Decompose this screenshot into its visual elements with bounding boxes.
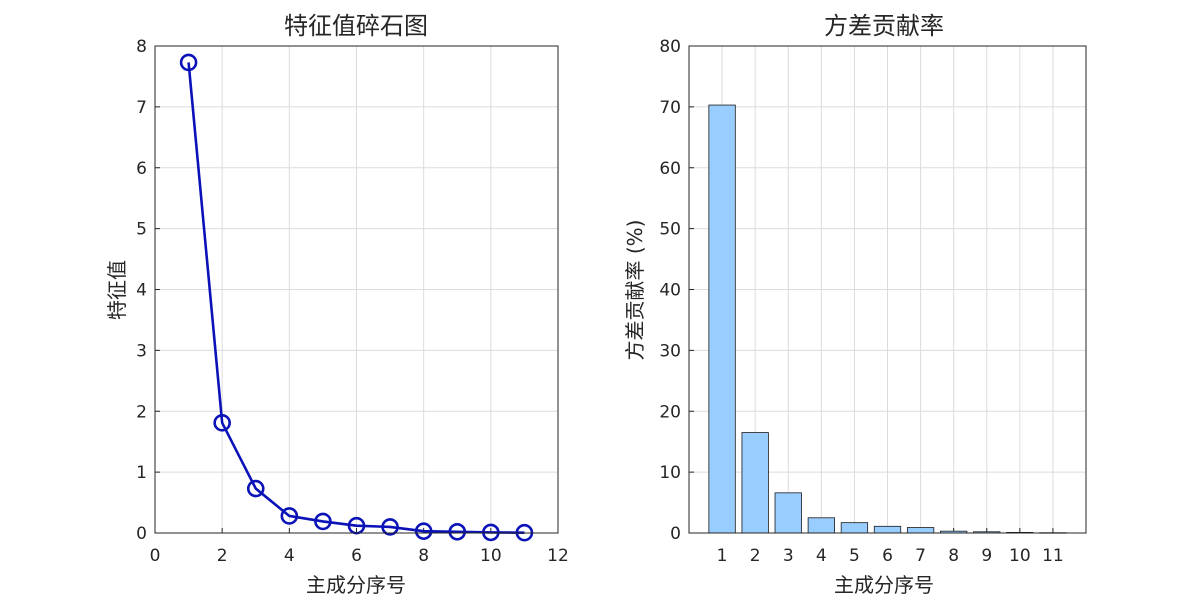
eigenvalue-point [246,479,265,498]
scree-plot-y-tick-label: 3 [136,341,147,361]
scree-plot-x-tick-label: 8 [418,546,429,566]
variance-bar [906,527,935,534]
variance-bar [741,432,769,534]
scree-plot-y-axis-label: 特征值 [105,260,129,320]
variance-bar-y-tick-label: 0 [670,524,681,544]
variance-bar-y-tick-label: 30 [659,341,681,361]
scree-plot-x-tick-label: 12 [547,546,569,566]
scree-plot-x-tick-label: 6 [351,546,362,566]
scree-plot-y-tick-label: 8 [136,37,147,57]
scree-plot-x-tick-label: 2 [217,546,228,566]
variance-bar-x-tick-label: 10 [1009,546,1031,566]
scree-plot-y-tick-label: 1 [136,463,147,483]
scree-plot-y-tick-label: 2 [136,402,147,422]
variance-bar-y-axis-label: 方差贡献率 (%) [623,220,647,361]
variance-bar-y-tick-label: 70 [659,98,681,118]
variance-bar-x-tick-label: 11 [1042,546,1064,566]
variance-bar [807,517,835,534]
scree-plot-x-tick-label: 4 [284,546,295,566]
eigenvalue-point [179,53,198,72]
eigenvalue-point [448,522,467,541]
eigenvalue-point [381,518,399,536]
eigenvalue-point [280,507,299,525]
eigenvalue-point [482,523,500,542]
variance-bar-frame [688,45,1087,534]
eigenvalue-point [213,414,231,432]
variance-bar-title: 方差贡献率 [824,12,944,40]
variance-bar-x-tick-label: 2 [750,546,761,566]
variance-bar-marks [708,104,1067,534]
variance-bar-y-tick-label: 10 [659,463,681,483]
eigenvalue-series-line [187,62,525,534]
scree-plot-y-tick-label: 6 [136,159,147,179]
variance-bar-x-tick-label: 9 [981,546,992,566]
scree-plot-x-tick-label: 0 [150,546,161,566]
variance-bar [708,104,736,534]
variance-bar-x-axis-label: 主成分序号 [834,573,934,597]
eigenvalue-point [414,522,433,540]
variance-bar-axes: 方差贡献率 主成分序号 方差贡献率 (%) 1 2 3 4 5 6 7 8 9 10 11 0 10 20… [623,12,1087,597]
variance-bar-x-tick-label: 4 [816,546,827,566]
variance-bar [774,492,802,534]
scree-plot-y-tick-label: 4 [136,281,147,301]
variance-bar-x-tick-label: 7 [915,546,926,566]
eigenvalue-point [314,512,332,531]
scree-plot-title: 特征值碎石图 [284,12,428,40]
scree-plot-grid [155,46,558,533]
scree-plot-y-tick-label: 5 [136,220,147,240]
scree-plot-marks [179,53,534,542]
variance-bar-x-tick-label: 6 [882,546,893,566]
variance-bar [873,525,902,534]
scree-plot-x-axis-label: 主成分序号 [306,573,406,597]
variance-bar-x-tick-label: 8 [948,546,959,566]
variance-bar-y-tick-label: 80 [659,37,681,57]
scree-plot-frame [154,45,559,534]
variance-bar-y-tick-label: 60 [659,159,681,179]
variance-bar-ticks: 1 2 3 4 5 6 7 8 9 10 11 0 10 20 30 40 50 60 70 80 [659,37,1063,566]
variance-bar-y-tick-label: 20 [659,402,681,422]
variance-bar-x-tick-label: 1 [717,546,728,566]
scree-plot-y-tick-label: 0 [136,524,147,544]
variance-bar [840,522,869,534]
variance-bar-x-tick-label: 5 [849,546,860,566]
variance-bar-y-tick-label: 40 [659,281,681,301]
variance-bar-y-tick-label: 50 [659,220,681,240]
variance-bar-x-tick-label: 3 [783,546,794,566]
scree-plot-y-tick-label: 7 [136,98,147,118]
scree-plot-x-tick-label: 10 [480,546,502,566]
